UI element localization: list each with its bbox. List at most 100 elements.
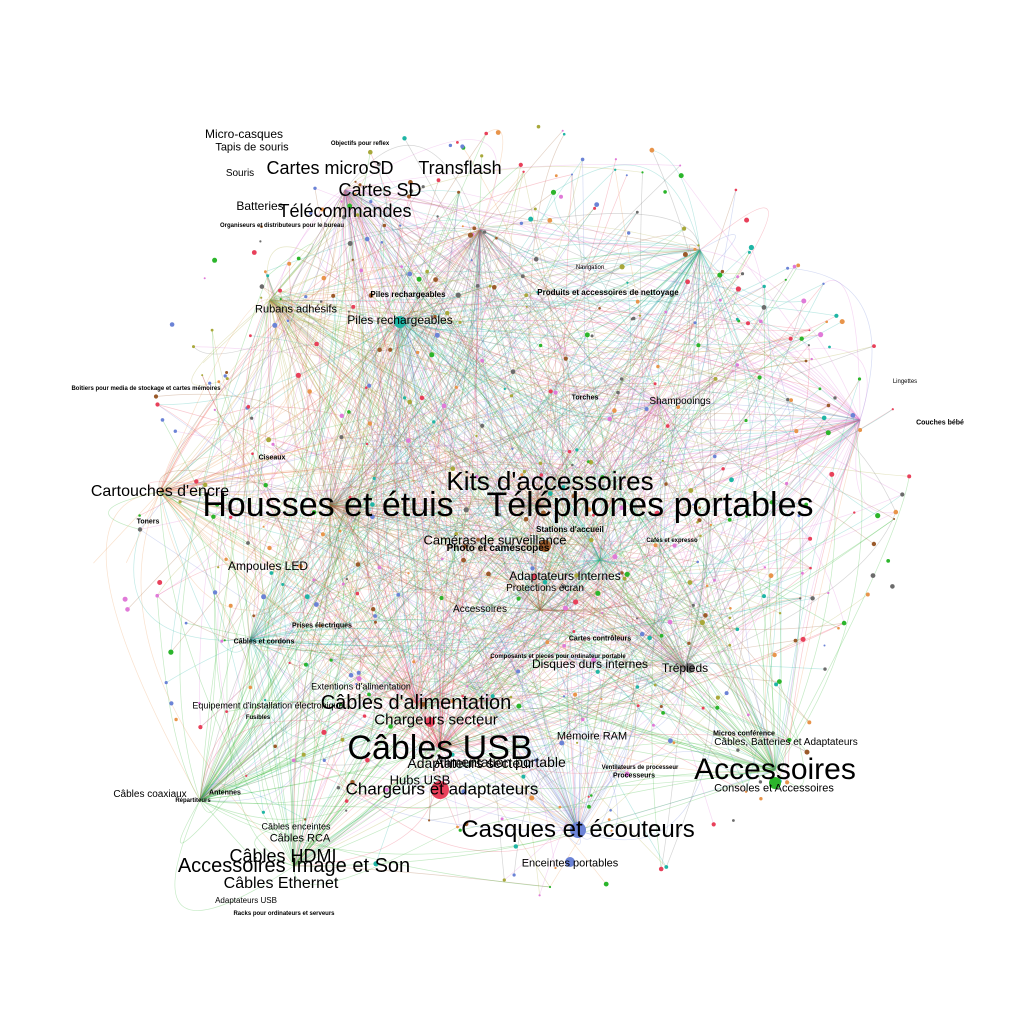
graph-node (825, 320, 828, 324)
graph-edge (344, 189, 492, 274)
graph-node (225, 377, 229, 381)
graph-edge (329, 504, 541, 519)
graph-edge (606, 249, 701, 574)
graph-node (788, 336, 793, 341)
graph-node (870, 573, 876, 578)
graph-node (796, 263, 801, 268)
graph-edge (631, 315, 661, 419)
graph-node (495, 236, 498, 240)
graph-node (137, 527, 143, 532)
graph-edge (415, 322, 696, 704)
graph-node (367, 383, 372, 388)
graph-node (461, 225, 464, 228)
graph-edge (614, 169, 776, 771)
graph-edge (684, 249, 712, 669)
graph-edge (344, 189, 542, 506)
graph-node (329, 658, 333, 662)
graph-edge (401, 266, 579, 831)
graph-edge (344, 144, 481, 231)
graph-node (456, 825, 459, 829)
graph-edge (479, 229, 548, 643)
graph-edge (348, 411, 541, 611)
graph-node (729, 607, 732, 610)
graph-edge (547, 642, 686, 697)
graph-edge (269, 299, 661, 403)
graph-node (365, 757, 370, 763)
graph-edge (344, 189, 445, 749)
graph-edge (536, 419, 861, 761)
graph-edge (293, 829, 579, 867)
graph-edge (269, 299, 453, 755)
graph-edge (479, 229, 792, 401)
graph-edge (680, 175, 861, 421)
graph-edge (684, 300, 805, 669)
graph-node (415, 350, 420, 355)
graph-node (875, 513, 881, 519)
graph-edge (698, 249, 761, 783)
graph-node (562, 695, 566, 698)
graph-node (480, 358, 485, 363)
graph-node (259, 240, 262, 243)
graph-node (480, 423, 485, 428)
graph-edge (582, 401, 674, 720)
graph-node (348, 673, 354, 678)
graph-node (402, 136, 407, 141)
graph-edge (226, 605, 295, 867)
graph-edge (265, 271, 441, 749)
graph-node (212, 257, 218, 263)
graph-node (687, 580, 693, 585)
graph-edge (774, 474, 836, 771)
graph-node (571, 494, 576, 499)
graph-edge (573, 667, 686, 831)
graph-node (763, 566, 767, 569)
graph-edge (269, 299, 694, 606)
graph-node (612, 408, 617, 413)
graph-edge (269, 299, 807, 505)
graph-edge (203, 299, 271, 363)
node-label: Hubs USB (389, 772, 451, 788)
graph-node (636, 704, 640, 708)
graph-edge (494, 287, 610, 561)
graph-edge (484, 231, 604, 561)
node-label: Kits d'accessoires (446, 466, 654, 496)
graph-edge (397, 594, 441, 749)
graph-edge (370, 201, 424, 704)
graph-edge (375, 619, 776, 771)
graph-node (369, 200, 373, 204)
graph-edge (571, 174, 686, 669)
graph-edge (539, 329, 810, 506)
graph-edge (399, 299, 810, 346)
graph-edge (249, 228, 685, 641)
graph-node (263, 483, 268, 488)
graph-node (563, 356, 568, 361)
graph-edge (599, 494, 903, 574)
graph-node (263, 698, 267, 702)
node-label: Enceintes portables (521, 857, 619, 870)
graph-node (338, 702, 342, 706)
node-label: Extentions d'alimentation (311, 681, 411, 692)
graph-edge (399, 319, 541, 611)
graph-edge (538, 504, 686, 669)
node-label: Accessoires (453, 604, 507, 615)
graph-edge (349, 497, 541, 611)
graph-node (778, 612, 782, 615)
graph-node (407, 572, 410, 575)
graph-edge (415, 667, 686, 711)
graph-edge (535, 449, 578, 611)
graph-edge (293, 609, 374, 867)
graph-edge (321, 301, 541, 506)
graph-node (580, 157, 585, 162)
graph-edge (159, 189, 346, 493)
graph-edge (439, 519, 700, 749)
graph-edge (539, 378, 860, 506)
graph-edge (344, 189, 861, 421)
graph-hub-node (570, 822, 586, 838)
graph-edge (159, 491, 615, 581)
graph-edge (140, 491, 295, 867)
graph-node (371, 607, 376, 612)
graph-edge (269, 291, 538, 333)
graph-node (403, 396, 407, 400)
graph-edge (159, 491, 546, 583)
graph-edge (344, 189, 699, 246)
graph-node (571, 173, 573, 176)
